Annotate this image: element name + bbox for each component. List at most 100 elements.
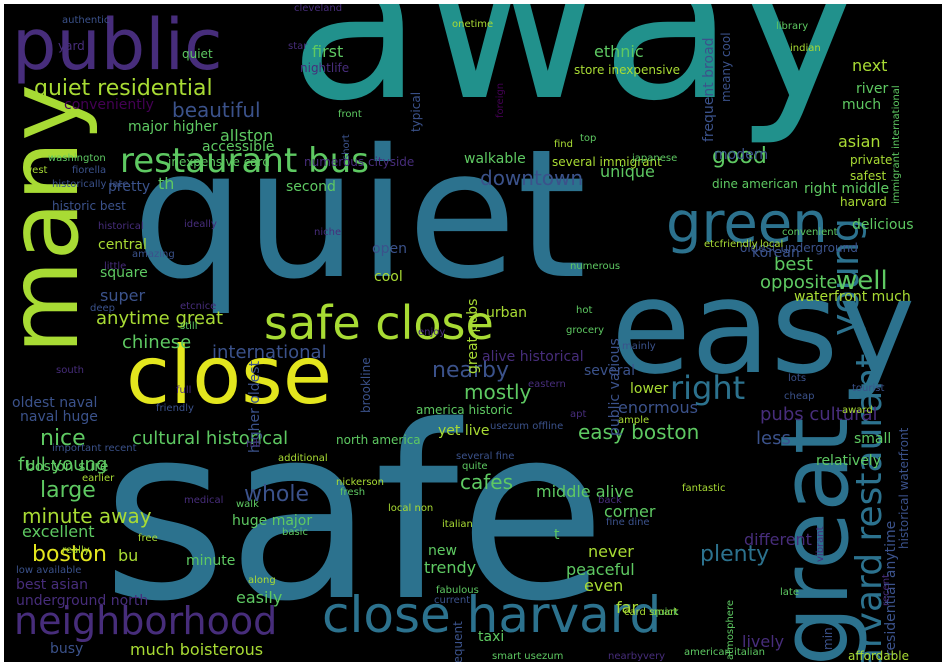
word-typical: typical [409, 91, 423, 132]
word-open: open [372, 241, 407, 257]
word-major-higher: major higher [128, 119, 218, 135]
word-good: good [712, 144, 767, 169]
word-fresh: fresh [340, 487, 366, 498]
word-little: little [104, 261, 127, 272]
word-well: well [836, 266, 888, 296]
word-minute-away: minute away [22, 504, 152, 528]
word-waterfront-much: waterfront much [794, 289, 911, 305]
word-restaurant-bus: restaurant bus [120, 141, 369, 181]
word-corner: corner [604, 502, 656, 521]
word-second: second [286, 179, 336, 195]
word-right: right [670, 369, 746, 407]
word-medical: medical [184, 495, 224, 506]
word-local-non: local non [388, 503, 434, 514]
word-peaceful: peaceful [566, 560, 635, 579]
word-quiet: quiet [132, 111, 587, 318]
word-current: current [434, 595, 471, 606]
word-deep: deep [90, 303, 115, 314]
word-accessible: accessible [202, 139, 275, 155]
word-foreign: foreign [495, 82, 506, 118]
word-close-harvard: close harvard [322, 586, 662, 644]
word-minute: minute [186, 553, 236, 569]
word-usezum-offline: usezum offline [490, 421, 564, 432]
word-short: short [341, 134, 352, 160]
word-chinese: chinese [122, 332, 192, 353]
word-enormous: enormous [618, 398, 698, 417]
word-next: next [852, 56, 888, 75]
word-unique: unique [600, 162, 655, 181]
word-brookline: brookline [359, 357, 373, 413]
word-square: square [100, 265, 148, 281]
word-convenient: convenient [782, 227, 838, 238]
word-store-inexpensive: store inexpensive [574, 63, 681, 77]
word-t: t [554, 527, 560, 543]
word-whole: whole [244, 482, 310, 507]
word-basic: basic [282, 527, 308, 538]
word-public: public [12, 4, 223, 86]
word-cultural-historical: cultural historical [132, 428, 289, 449]
word-friendly: friendly [156, 403, 194, 414]
word-america-historic: america historic [416, 403, 513, 417]
word-much-boisterous: much boisterous [130, 640, 264, 659]
word-mostly: mostly [464, 380, 532, 404]
word-amazing: amazing [132, 249, 175, 260]
word-busy: busy [50, 641, 84, 657]
word-japanese: japanese [632, 153, 678, 164]
word-numerous: numerous [570, 261, 621, 272]
word-quick: quick [652, 607, 679, 618]
word-delicious: delicious [852, 217, 914, 233]
word-really: really [62, 545, 90, 556]
word-indian: indian [790, 43, 821, 54]
word-south: south [56, 365, 84, 376]
word-full: full [176, 385, 192, 396]
word-yet-live: yet live [438, 423, 490, 439]
word-nightlife: nightlife [300, 61, 350, 75]
word-inexpensive-card: inexpensive card [168, 155, 270, 169]
word-cool: cool [374, 269, 403, 285]
word-quiet: quiet [182, 47, 213, 61]
word-bu: bu [118, 546, 139, 565]
word-safest: safest [850, 169, 887, 183]
word-washington: washington [48, 153, 106, 164]
word-etcnice: etcnice [180, 301, 217, 312]
word-downtown: downtown [480, 166, 584, 190]
word-harvard: harvard [840, 195, 887, 209]
word-meany-cool: meany cool [719, 32, 733, 102]
word-first: first [312, 42, 344, 61]
word-full-young: full young [18, 454, 108, 475]
word-niche: niche [314, 227, 342, 238]
word-korean: korean [752, 245, 800, 261]
word-dine-american: dine american [712, 177, 799, 191]
word-several-fine: several fine [456, 451, 515, 462]
word-pubs-cultural: pubs cultural [760, 404, 878, 425]
word-pretty: pretty [108, 179, 151, 195]
word-easy-boston: easy boston [578, 420, 700, 444]
word-best: best [774, 254, 813, 275]
word-historical: historical [98, 221, 144, 232]
word-international: international [212, 342, 327, 363]
word-oldest-underground: oldest underground [740, 241, 858, 255]
word-scenic-frequent: scenic frequent [451, 621, 465, 662]
word-smart-usezum: smart usezum [492, 651, 564, 662]
word-underground-north: underground north [16, 593, 149, 609]
word-large: large [40, 478, 96, 503]
word-north-america: north america [336, 433, 421, 447]
word-fabulous: fabulous [436, 585, 479, 596]
word-immigrant-international: immigrant international [891, 85, 902, 204]
word-modern: modern [714, 147, 769, 163]
word-still: still [180, 321, 198, 332]
word-easily: easily [236, 588, 283, 607]
word-asian: asian [838, 132, 881, 151]
word-excellent: excellent [22, 522, 95, 541]
word-onetime: onetime [452, 19, 494, 30]
word-much: much [842, 97, 882, 113]
word-boston-sure: boston sure [26, 459, 109, 475]
word-ideally: ideally [184, 219, 217, 230]
word-conveniently: conveniently [64, 97, 154, 113]
word-mainly: mainly [622, 341, 656, 352]
word-affordable: affordable [848, 649, 909, 662]
word-naval-huge: naval huge [20, 409, 98, 425]
word-frequent-broad: frequent broad [701, 37, 717, 142]
word-vibrant: vibrant [815, 526, 826, 562]
word-cleveland: cleveland [294, 4, 343, 14]
